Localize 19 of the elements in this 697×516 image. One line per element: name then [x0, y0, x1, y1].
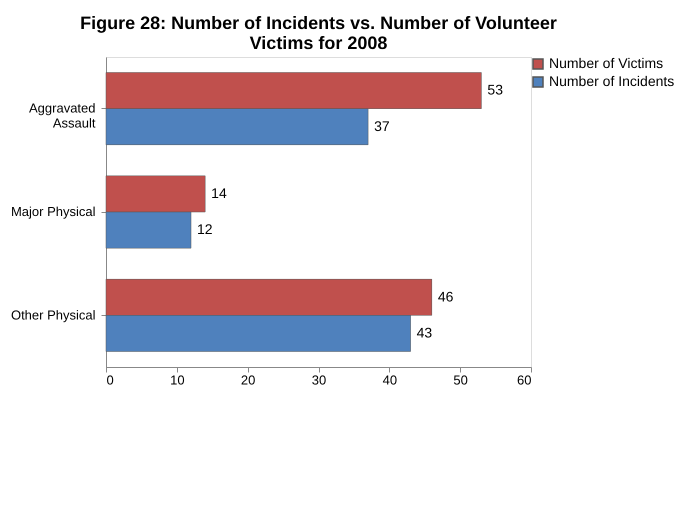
data-label: 14 [211, 184, 227, 201]
x-tick-label: 50 [453, 372, 468, 388]
data-label: 12 [197, 221, 213, 238]
x-tick-label: 10 [170, 372, 185, 388]
x-tick-label: 60 [517, 372, 532, 388]
legend-label: Number of Victims [549, 55, 664, 71]
data-label: 46 [438, 288, 454, 304]
x-tick-label: 20 [240, 372, 256, 388]
data-label: 53 [487, 82, 504, 98]
chart-title: Figure 28: Number of Incidents vs. Number of Volunteer Victims for 2008 [80, 13, 557, 53]
x-tick-label: 30 [312, 372, 326, 388]
legend-label: Number of Incidents [549, 73, 674, 89]
data-label: 43 [416, 324, 432, 340]
y-tick-label: Major Physical [10, 204, 96, 219]
y-tick-label: Aggravated Assault [29, 100, 96, 131]
y-tick-label: Other Physical [10, 307, 96, 322]
data-label: 37 [374, 118, 390, 134]
x-tick-label: 40 [382, 372, 398, 388]
x-tick-label: 0 [106, 372, 114, 388]
